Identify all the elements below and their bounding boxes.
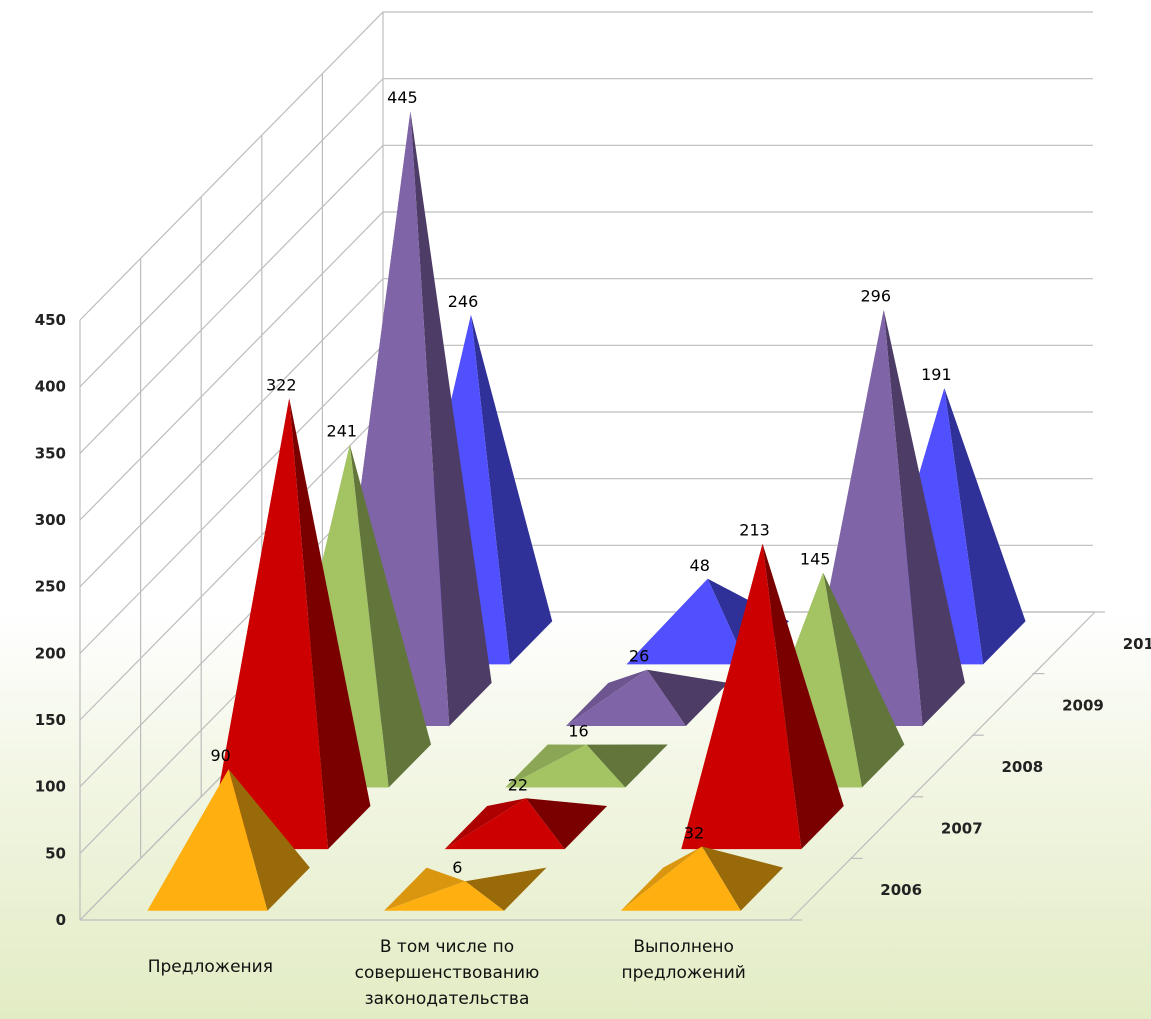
pyramid-front-face [565,669,686,726]
data-label: 22 [508,775,528,794]
pyramid-side-face [465,867,547,911]
pyramid-side-face [944,388,1026,665]
pyramid-front-face [620,846,741,911]
y-tick-label: 50 [45,844,66,862]
pyramid-side-face [471,314,553,665]
depth-axis-labels: 2006 2007 2008 2009 2010 [880,635,1151,899]
gridline [79,11,1093,321]
gridline [79,78,1093,388]
series-label-2006: 2006 [880,881,922,899]
category-label-line: В том числе по [380,937,514,957]
data-label: 213 [739,521,770,540]
data-label: 48 [690,556,710,575]
y-tick-label: 100 [35,778,66,796]
pyramid-marks [147,111,1026,911]
pyramid-2008-cat1 [505,744,668,788]
category-label: Предложения [148,957,273,977]
category-label-line: законодательства [365,989,530,1009]
category-label-line: совершенствованию [355,963,540,983]
data-label: 16 [568,722,588,741]
pyramid-front-face [208,398,329,850]
series-label-2008: 2008 [1002,758,1044,776]
pyramid-side-face [701,846,784,911]
gridline [79,278,1093,588]
category-label: Выполнено предложений [621,937,745,983]
pyramid-back-face [384,867,466,911]
category-label-line: предложений [621,963,745,983]
series-label-2010: 2010 [1123,635,1151,653]
pyramid-side-face [762,543,844,850]
data-label: 90 [210,746,230,765]
data-label: 26 [629,647,649,666]
pyramid-side-face [823,572,905,788]
y-tick-label: 450 [35,311,66,329]
data-labels: 246 48 191 445 26 296 241 16 145 322 22 213 90 6 32 [210,88,951,877]
data-label: 322 [266,375,297,394]
pyramid-side-face [586,744,668,788]
pyramid-side-face [647,669,729,726]
y-axis-ticks: 0 50 100 150 200 250 300 350 400 450 [35,311,66,929]
pyramid-side-face [525,798,608,850]
pyramid-2006-cat0 [147,769,310,911]
y-tick-label: 0 [56,911,66,929]
pyramid-front-face [505,744,626,788]
y-tick-label: 200 [35,644,66,662]
data-label: 445 [387,88,418,107]
series-label-2007: 2007 [941,820,983,838]
pyramid-front-face [626,578,747,665]
y-tick-label: 350 [35,444,66,462]
data-label: 6 [452,858,462,877]
data-label: 145 [800,550,831,569]
category-labels: Предложения В том числе по совершенствован… [148,937,746,1009]
pyramid-side-face [410,111,492,726]
pyramid-front-face [384,881,505,911]
y-tick-label: 300 [35,511,66,529]
pyramid-side-face [883,309,965,726]
category-label-line: Выполнено [633,937,734,957]
gridline [79,144,1093,454]
pyramid-back-face [505,744,587,788]
category-label: В том числе по совершенствованию законодат… [355,937,540,1009]
category-label-line: Предложения [148,957,273,977]
pyramid-side-face [289,398,371,850]
y-tick-label: 400 [35,378,66,396]
pyramid-2006-cat1 [384,867,547,911]
series-label-2009: 2009 [1062,696,1104,714]
pyramid-back-face [620,846,702,911]
pyramid-2009-cat1 [565,669,729,726]
pyramid-front-face [147,769,268,911]
pyramid-side-face [228,769,310,911]
data-label: 191 [921,365,952,384]
pyramid-2007-cat2 [681,543,844,850]
y-tick-label: 250 [35,578,66,596]
pyramid-front-face [681,543,802,850]
pyramid-side-face [349,444,432,788]
pyramid-2006-cat2 [620,846,784,911]
floor-right-edge [789,611,1096,921]
pyramid-2007-cat1 [444,798,608,850]
y-tick-label: 150 [35,711,66,729]
data-label: 241 [327,422,358,441]
data-label: 32 [684,824,704,843]
gridline [79,211,1093,521]
pyramid-front-face [444,798,565,850]
data-label: 296 [860,287,891,306]
data-label: 246 [448,292,479,311]
pyramid-2007-cat0 [208,398,371,850]
